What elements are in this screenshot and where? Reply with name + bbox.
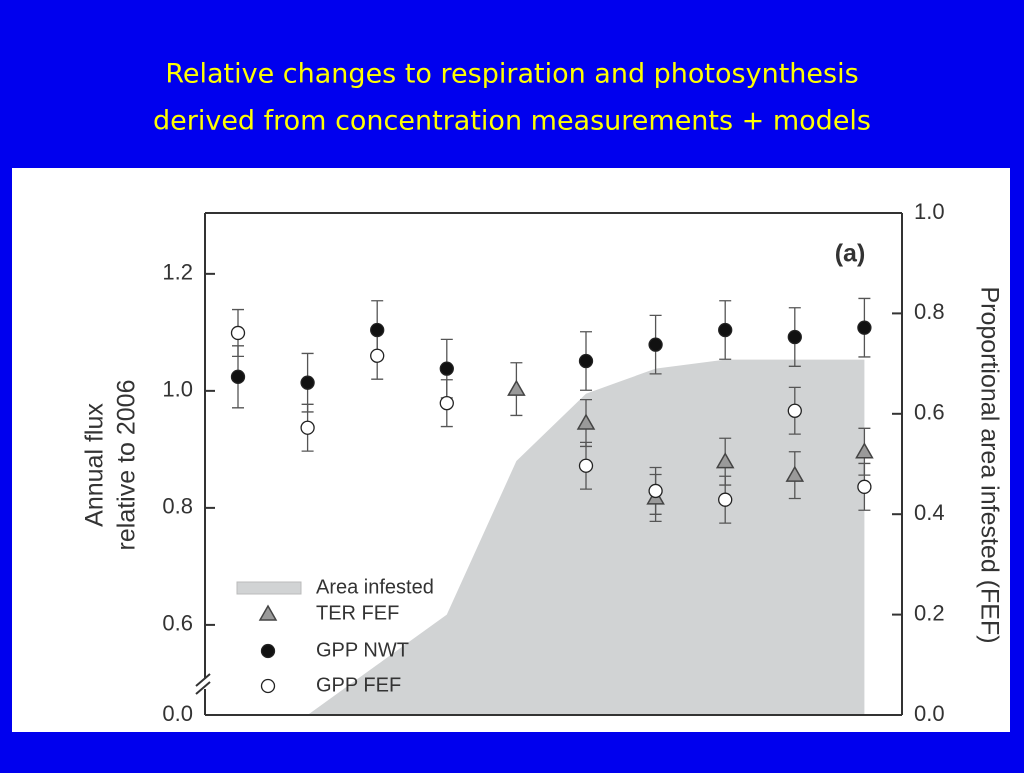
point <box>439 361 454 376</box>
legend-swatch <box>236 581 302 595</box>
title-line: Relative changes to respiration and phot… <box>165 59 858 90</box>
point <box>648 483 663 499</box>
point <box>785 465 805 482</box>
y2-tick-label: 0.0 <box>914 701 945 726</box>
axis-break <box>195 681 211 695</box>
point <box>718 322 733 338</box>
legend-marker <box>260 643 276 659</box>
point <box>300 420 315 435</box>
axis-break <box>195 673 211 687</box>
point <box>370 348 385 363</box>
point <box>857 479 872 494</box>
point <box>578 458 594 473</box>
y-tick-label: 0.8 <box>162 494 193 519</box>
point <box>439 396 454 411</box>
point <box>787 403 802 418</box>
y-tick-label: 1.2 <box>162 260 193 285</box>
title-line: derived from concentration measurements … <box>153 106 871 137</box>
y-break-label: 0.0 <box>162 701 193 726</box>
legend-label: GPP NWT <box>316 639 409 661</box>
annotation: (a) <box>835 240 866 268</box>
legend-marker <box>260 678 276 694</box>
axis-break-gap <box>199 679 211 689</box>
point <box>787 329 802 345</box>
point <box>230 325 246 341</box>
point <box>855 442 874 459</box>
point <box>370 322 385 338</box>
y2-tick-label: 0.4 <box>914 500 945 525</box>
y-axis-label: Annual flux <box>81 403 109 527</box>
point <box>300 375 315 390</box>
point <box>857 320 872 335</box>
y-axis-label: relative to 2006 <box>113 380 141 551</box>
point <box>507 379 526 396</box>
y-tick-label: 0.6 <box>162 611 193 636</box>
y2-tick-label: 0.6 <box>914 400 945 425</box>
point <box>230 369 246 384</box>
y2-axis-label: Proportional area infested (FEF) <box>975 286 1003 643</box>
point <box>578 353 594 369</box>
point <box>648 337 663 352</box>
legend-label: GPP FEF <box>316 674 401 696</box>
area <box>238 359 865 715</box>
y-tick-label: 1.0 <box>162 377 193 402</box>
legend-label: Area infested <box>316 576 434 598</box>
y2-tick-label: 1.0 <box>914 199 945 224</box>
y2-tick-label: 0.8 <box>914 299 945 324</box>
point <box>718 492 733 507</box>
point <box>576 413 596 430</box>
y2-tick-label: 0.2 <box>914 600 945 625</box>
point <box>715 452 735 469</box>
legend-label: TER FEF <box>316 602 399 624</box>
legend-marker <box>258 604 278 621</box>
